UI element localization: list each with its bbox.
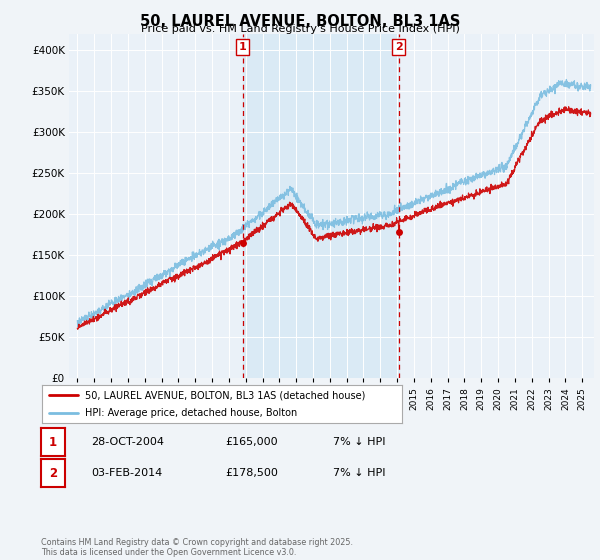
Text: Contains HM Land Registry data © Crown copyright and database right 2025.
This d: Contains HM Land Registry data © Crown c… [41, 538, 353, 557]
Text: 50, LAUREL AVENUE, BOLTON, BL3 1AS: 50, LAUREL AVENUE, BOLTON, BL3 1AS [140, 14, 460, 29]
Text: 28-OCT-2004: 28-OCT-2004 [91, 437, 164, 447]
Bar [243, 34, 398, 378]
Text: 2: 2 [49, 466, 57, 480]
Text: 7% ↓ HPI: 7% ↓ HPI [333, 468, 386, 478]
Text: 1: 1 [49, 436, 57, 449]
Text: 7% ↓ HPI: 7% ↓ HPI [333, 437, 386, 447]
Text: HPI: Average price, detached house, Bolton: HPI: Average price, detached house, Bolt… [85, 408, 298, 418]
Text: £165,000: £165,000 [225, 437, 278, 447]
Text: £178,500: £178,500 [225, 468, 278, 478]
Text: 50, LAUREL AVENUE, BOLTON, BL3 1AS (detached house): 50, LAUREL AVENUE, BOLTON, BL3 1AS (deta… [85, 390, 365, 400]
Text: 03-FEB-2014: 03-FEB-2014 [91, 468, 163, 478]
Text: Price paid vs. HM Land Registry's House Price Index (HPI): Price paid vs. HM Land Registry's House … [140, 24, 460, 34]
Text: 2: 2 [395, 42, 403, 52]
Text: 1: 1 [239, 42, 247, 52]
